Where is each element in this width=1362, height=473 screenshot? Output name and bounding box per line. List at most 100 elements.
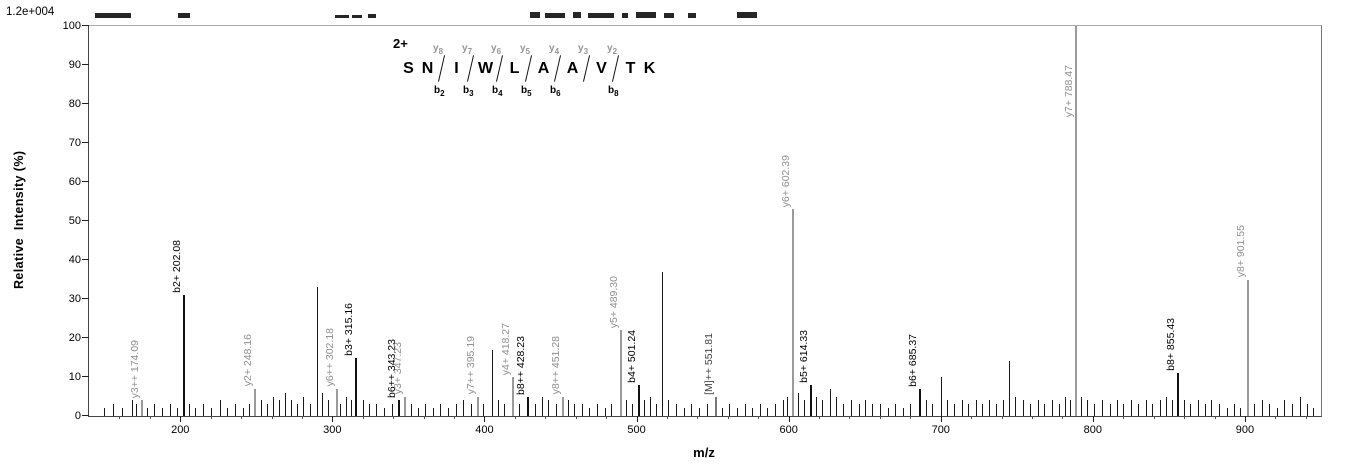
noise-peak <box>887 408 889 416</box>
cropped-header-artifact <box>530 12 540 18</box>
noise-peak <box>721 408 723 416</box>
residue-letter: S <box>403 60 414 77</box>
y-axis-tick <box>82 376 89 377</box>
y-ion-label: y2 <box>607 43 618 56</box>
noise-peak <box>297 404 299 416</box>
b-ion-label: b6 <box>550 85 561 98</box>
noise-peak <box>864 400 866 416</box>
y-ion-label: y4 <box>549 43 560 56</box>
x-axis-minor-tick <box>1062 416 1064 419</box>
noise-peak <box>327 400 329 416</box>
noise-peak <box>279 400 281 416</box>
x-axis-minor-tick <box>119 416 121 419</box>
noise-peak <box>1165 396 1167 416</box>
x-axis-minor-tick <box>362 416 364 419</box>
x-axis-tick-label: 300 <box>323 424 342 436</box>
noise-peak <box>504 404 506 416</box>
labeled-peak <box>404 396 407 416</box>
noise-peak <box>131 400 133 416</box>
noise-peak <box>676 404 678 416</box>
noise-peak <box>1117 400 1119 416</box>
noise-peak <box>1094 404 1096 416</box>
labeled-peak <box>620 330 623 416</box>
x-axis-tick-label: 600 <box>779 424 798 436</box>
noise-peak <box>1109 404 1111 416</box>
noise-peak <box>1065 396 1067 416</box>
noise-peak <box>122 408 124 416</box>
labeled-peak <box>183 295 186 416</box>
x-axis-minor-tick <box>666 416 668 419</box>
x-axis-minor-tick <box>1275 416 1277 419</box>
noise-peak <box>1171 400 1173 416</box>
noise-peak <box>1211 400 1213 416</box>
noise-peak <box>597 404 598 416</box>
noise-peak <box>975 400 977 416</box>
x-axis-tick <box>180 416 182 422</box>
noise-peak <box>362 400 364 416</box>
noise-peak <box>1146 400 1148 416</box>
peak-label: y5+ 489.30 <box>608 275 621 329</box>
noise-peak <box>744 404 746 416</box>
noise-peak <box>425 404 427 416</box>
noise-peak <box>227 408 229 416</box>
noise-peak <box>1030 404 1032 416</box>
noise-peak <box>1313 408 1315 416</box>
noise-peak <box>995 404 997 416</box>
x-axis-minor-tick <box>393 416 395 419</box>
noise-peak <box>1269 404 1271 416</box>
x-axis-tick-label: 200 <box>171 424 190 436</box>
noise-peak <box>440 404 442 416</box>
y-ion-label: y5 <box>520 43 531 56</box>
x-axis-minor-tick <box>1214 416 1216 419</box>
fragment-slash-icon <box>437 55 446 82</box>
noise-peak <box>698 408 700 416</box>
noise-peak <box>104 408 106 416</box>
noise-peak <box>902 408 904 416</box>
x-axis-tick-label: 500 <box>627 424 646 436</box>
cropped-header-artifact <box>622 13 628 18</box>
b-ion-label: b5 <box>521 85 532 98</box>
noise-peak <box>1015 396 1017 416</box>
peak-label: b8++ 428.23 <box>515 335 528 395</box>
noise-peak <box>981 404 983 416</box>
noise-peak <box>154 404 156 416</box>
residue-letter: A <box>566 60 579 77</box>
labeled-peak <box>638 384 641 416</box>
noise-peak <box>1276 408 1278 416</box>
y-axis-tick-label: 90 <box>68 59 81 71</box>
labeled-peak <box>1177 373 1180 416</box>
noise-peak <box>242 408 244 416</box>
fragment-marker: y2 b8 <box>607 43 621 98</box>
noise-peak <box>895 404 897 416</box>
x-axis-tick <box>332 416 334 422</box>
peak-label: y7+ 788.47 <box>1063 65 1076 118</box>
noise-peak <box>1226 408 1228 416</box>
noise-peak <box>568 400 570 416</box>
noise-peak <box>858 404 860 416</box>
noise-peak <box>195 408 197 416</box>
peak-label: y6++ 302.18 <box>323 328 336 387</box>
y-axis-tick-label: 70 <box>68 137 81 149</box>
peak-label: b6+ 685.37 <box>906 333 919 387</box>
noise-peak <box>1086 400 1088 416</box>
y-axis-tick <box>82 220 89 221</box>
cropped-header-artifact <box>368 14 376 18</box>
residue-letter: K <box>643 60 656 77</box>
noise-peak <box>782 400 784 416</box>
noise-peak <box>968 404 970 416</box>
noise-peak <box>662 271 664 416</box>
peak-label: b8+ 855.43 <box>1165 318 1178 372</box>
labeled-peak <box>398 400 401 416</box>
b-ion-label: b4 <box>492 85 503 98</box>
noise-peak <box>989 400 991 416</box>
x-axis-tick-label: 900 <box>1235 424 1255 436</box>
noise-peak <box>1234 404 1236 416</box>
noise-peak <box>1009 361 1011 416</box>
x-axis-tick <box>636 416 638 422</box>
x-axis-minor-tick <box>1032 416 1033 419</box>
noise-peak <box>1307 404 1309 416</box>
noise-peak <box>146 408 148 416</box>
x-axis-minor-tick <box>210 416 212 419</box>
y-axis-title: Relative Intensity (%) <box>12 150 26 290</box>
